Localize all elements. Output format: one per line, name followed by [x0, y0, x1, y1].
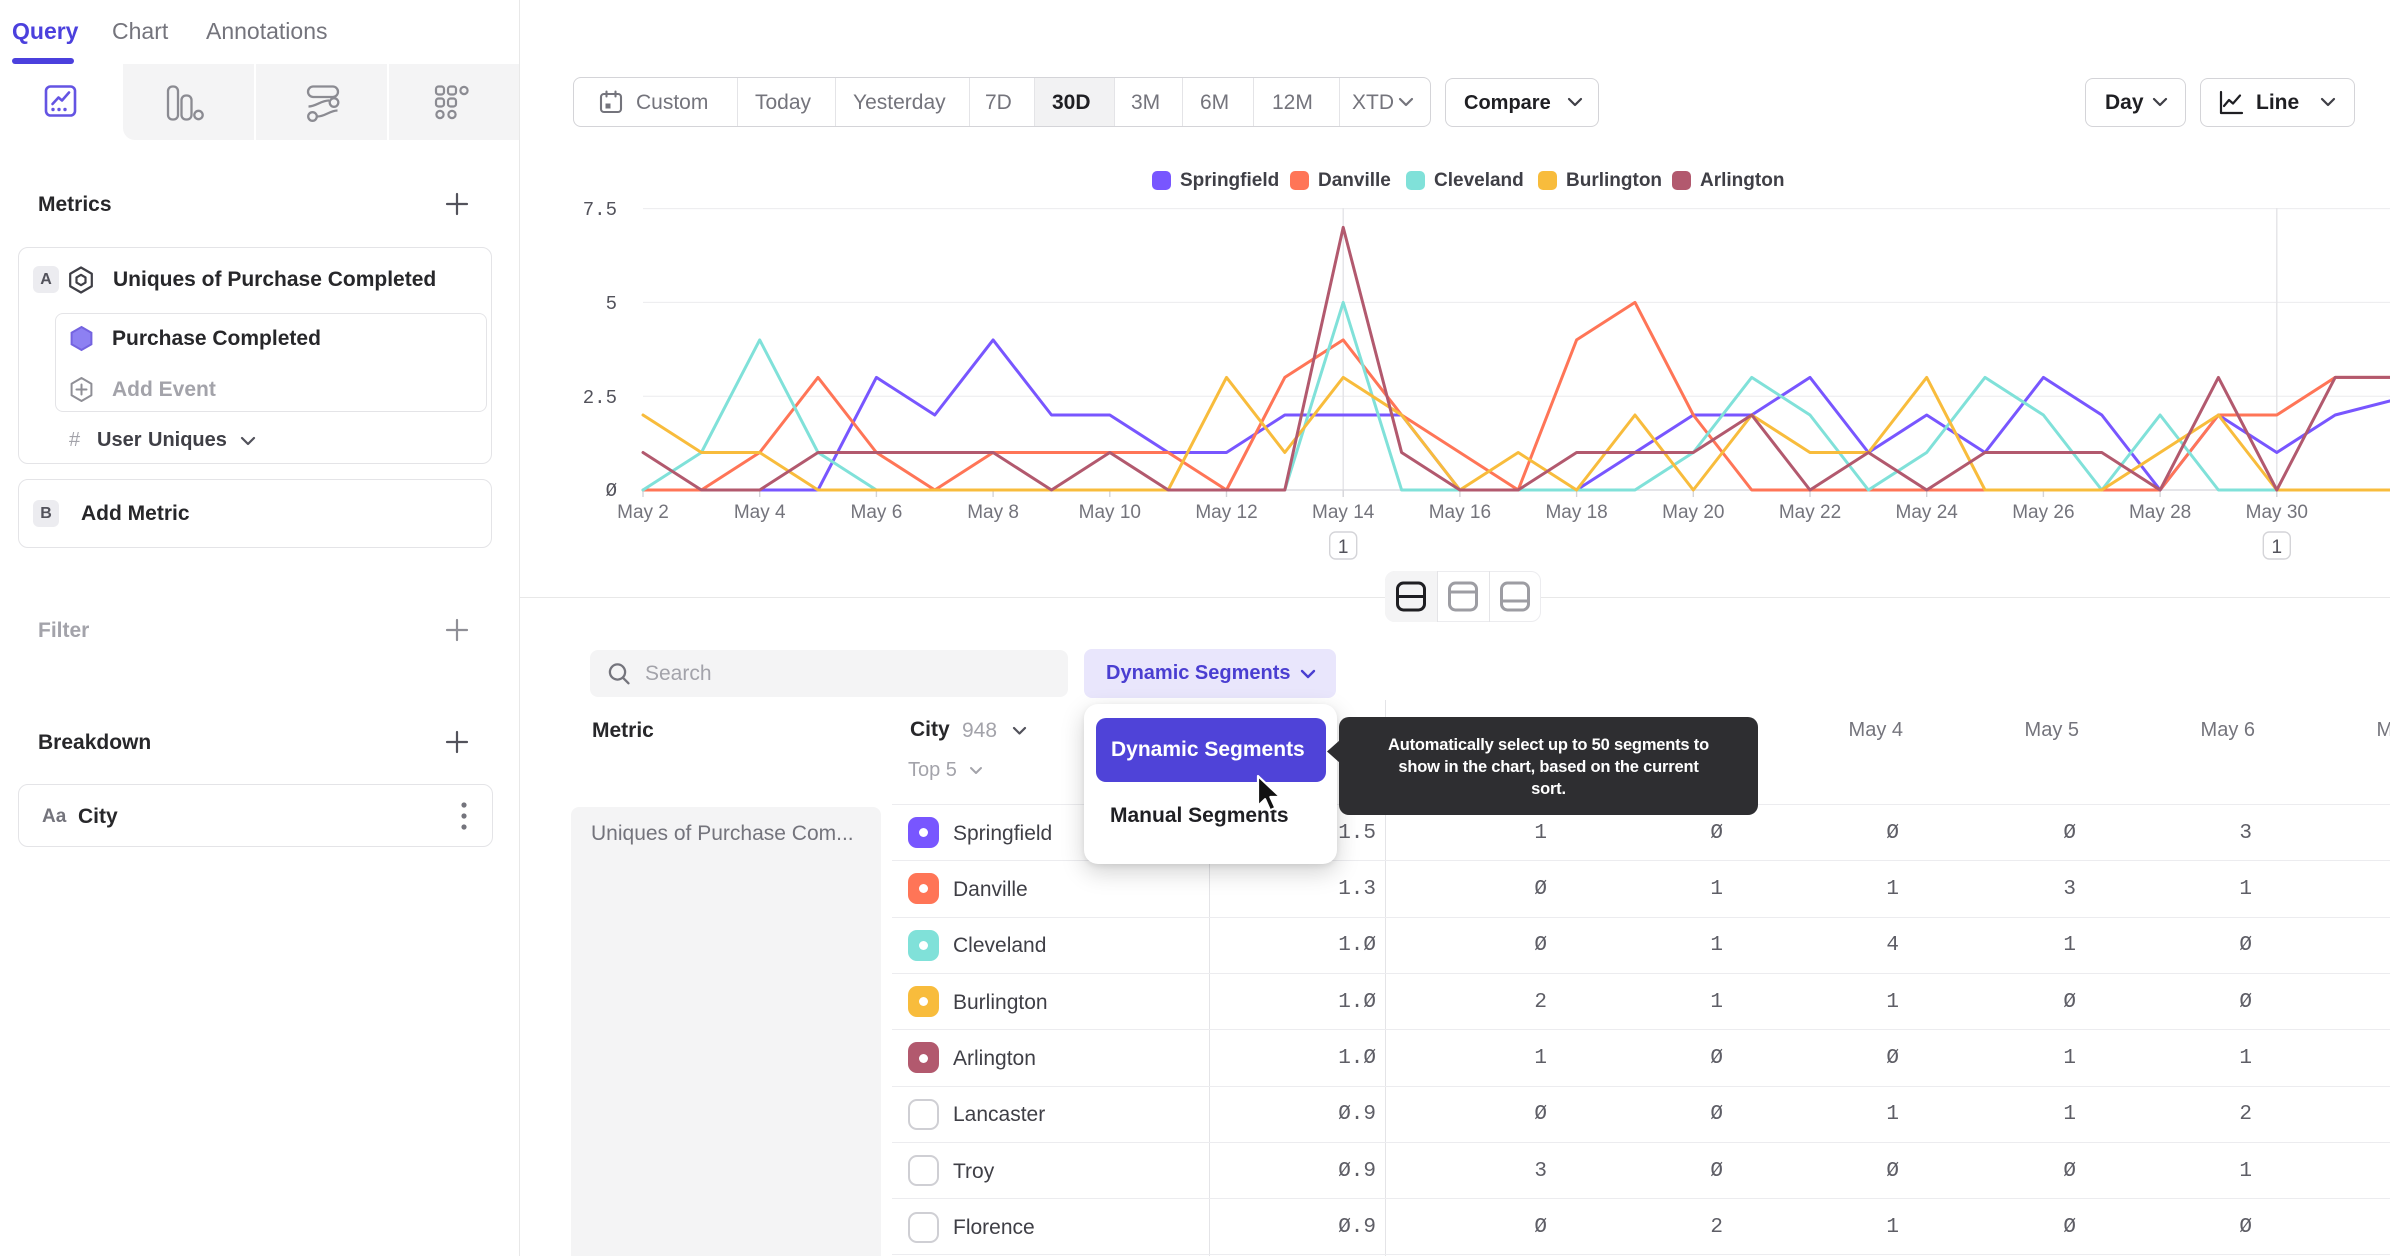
svg-text:May 6: May 6: [851, 502, 903, 523]
svg-text:May 2: May 2: [617, 502, 669, 523]
svg-text:2.5: 2.5: [583, 387, 617, 409]
svg-text:May 28: May 28: [2129, 502, 2191, 523]
svg-text:7.5: 7.5: [583, 199, 617, 221]
svg-text:5: 5: [606, 293, 617, 315]
svg-text:May 24: May 24: [1896, 502, 1959, 523]
svg-text:May 14: May 14: [1312, 502, 1375, 523]
svg-text:May 20: May 20: [1662, 502, 1724, 523]
svg-text:May 18: May 18: [1545, 502, 1607, 523]
svg-text:May 12: May 12: [1195, 502, 1257, 523]
svg-text:1: 1: [2272, 537, 2283, 558]
svg-text:May 16: May 16: [1429, 502, 1491, 523]
svg-text:May 30: May 30: [2246, 502, 2308, 523]
svg-text:May 26: May 26: [2012, 502, 2074, 523]
svg-text:Ø: Ø: [606, 480, 617, 502]
svg-text:May 8: May 8: [967, 502, 1019, 523]
svg-text:May 22: May 22: [1779, 502, 1841, 523]
svg-text:May 4: May 4: [734, 502, 786, 523]
svg-text:1: 1: [1338, 537, 1349, 558]
svg-text:May 10: May 10: [1079, 502, 1141, 523]
